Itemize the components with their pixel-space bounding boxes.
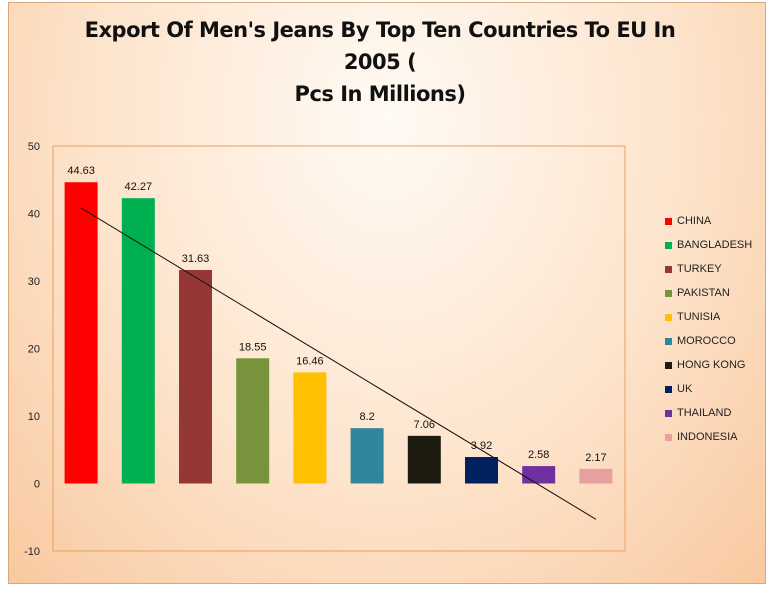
plot-area-border — [52, 145, 626, 552]
y-tick-label: 20 — [28, 344, 40, 356]
legend-swatch — [665, 385, 672, 393]
legend-swatch — [665, 337, 672, 345]
y-tick-label: -10 — [24, 546, 40, 558]
legend-label: CHINA — [677, 215, 712, 227]
legend-label: THAILAND — [677, 407, 732, 419]
legend-item: TURKEY — [665, 257, 765, 281]
legend-swatch — [665, 241, 672, 249]
legend-item: CHINA — [665, 209, 765, 233]
bar-value-label: 31.63 — [182, 253, 210, 265]
legend-label: PAKISTAN — [677, 287, 730, 299]
bar-tunisia — [293, 372, 327, 484]
bar-pakistan — [236, 358, 270, 484]
legend-item: PAKISTAN — [665, 281, 765, 305]
chart-title-line-2: Pcs In Millions) — [294, 82, 466, 106]
legend-item: BANGLADESH — [665, 233, 765, 257]
legend-label: BANGLADESH — [677, 239, 753, 251]
bar-thailand — [522, 466, 556, 484]
legend-label: UK — [677, 383, 693, 395]
bar-value-label: 44.63 — [67, 165, 95, 177]
legend-swatch — [665, 289, 672, 297]
legend-label: TUNISIA — [677, 311, 721, 323]
bar-value-label: 16.46 — [296, 355, 324, 367]
y-tick-label: 30 — [28, 276, 40, 288]
bar-indonesia — [579, 468, 613, 484]
legend-item: INDONESIA — [665, 425, 765, 449]
y-tick-label: 40 — [28, 209, 40, 221]
bar-morocco — [350, 428, 384, 484]
bar-value-label: 7.06 — [414, 419, 435, 431]
chart-title: Export Of Men's Jeans By Top Ten Countri… — [60, 14, 700, 110]
legend-item: THAILAND — [665, 401, 765, 425]
legend-swatch — [665, 265, 672, 273]
bar-bangladesh — [121, 198, 155, 484]
legend-item: UK — [665, 377, 765, 401]
legend-label: TURKEY — [677, 263, 722, 275]
y-tick-label: 10 — [28, 411, 40, 423]
chart-title-line-1: Export Of Men's Jeans By Top Ten Countri… — [84, 18, 676, 74]
legend-swatch — [665, 409, 672, 417]
legend-item: MOROCCO — [665, 329, 765, 353]
bar-uk — [465, 457, 498, 484]
bar-value-label: 2.17 — [585, 452, 606, 464]
legend-label: HONG KONG — [677, 359, 746, 371]
legend-item: HONG KONG — [665, 353, 765, 377]
y-tick-label: 50 — [28, 141, 40, 153]
bar-china — [64, 182, 98, 484]
legend-label: INDONESIA — [677, 431, 738, 443]
bar-value-label: 3.92 — [471, 440, 492, 452]
chart-legend: CHINA BANGLADESH TURKEY PAKISTAN TUNISIA MORO… — [665, 209, 765, 449]
legend-item: TUNISIA — [665, 305, 765, 329]
bar-value-label: 18.55 — [239, 341, 267, 353]
bar-hong-kong — [407, 435, 441, 484]
legend-swatch — [665, 313, 672, 321]
legend-swatch — [665, 433, 672, 441]
legend-label: MOROCCO — [677, 335, 736, 347]
bar-value-label: 42.27 — [125, 181, 153, 193]
legend-swatch — [665, 361, 672, 369]
y-tick-label: 0 — [34, 479, 40, 491]
bar-value-label: 2.58 — [528, 449, 549, 461]
trendline — [80, 207, 597, 520]
bar-turkey — [179, 269, 212, 484]
legend-swatch — [665, 217, 672, 225]
bar-value-label: 8.2 — [359, 411, 374, 423]
